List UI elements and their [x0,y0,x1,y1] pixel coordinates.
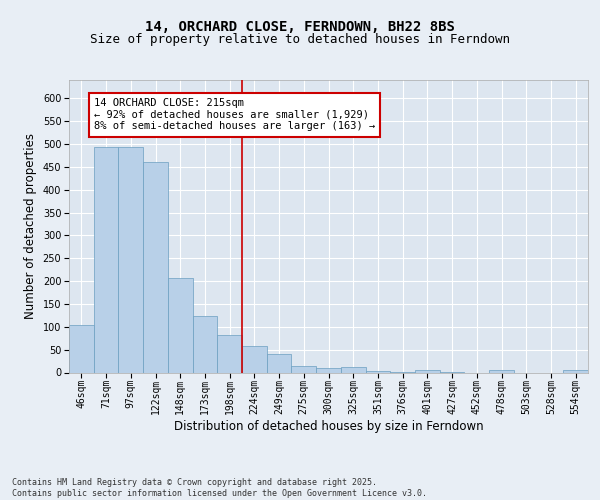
Bar [94,147,118,372]
Bar [168,278,193,372]
Bar [489,370,514,372]
X-axis label: Distribution of detached houses by size in Ferndown: Distribution of detached houses by size … [173,420,484,432]
Bar [143,162,168,372]
Bar [415,370,440,372]
Text: 14 ORCHARD CLOSE: 215sqm
← 92% of detached houses are smaller (1,929)
8% of semi: 14 ORCHARD CLOSE: 215sqm ← 92% of detach… [94,98,375,132]
Y-axis label: Number of detached properties: Number of detached properties [24,133,37,320]
Bar [365,371,390,372]
Bar [316,368,341,372]
Text: 14, ORCHARD CLOSE, FERNDOWN, BH22 8BS: 14, ORCHARD CLOSE, FERNDOWN, BH22 8BS [145,20,455,34]
Bar [118,147,143,372]
Bar [292,366,316,372]
Bar [267,354,292,372]
Bar [563,370,588,372]
Bar [217,334,242,372]
Bar [242,346,267,372]
Bar [193,316,217,372]
Bar [69,324,94,372]
Text: Contains HM Land Registry data © Crown copyright and database right 2025.
Contai: Contains HM Land Registry data © Crown c… [12,478,427,498]
Text: Size of property relative to detached houses in Ferndown: Size of property relative to detached ho… [90,32,510,46]
Bar [341,368,365,372]
